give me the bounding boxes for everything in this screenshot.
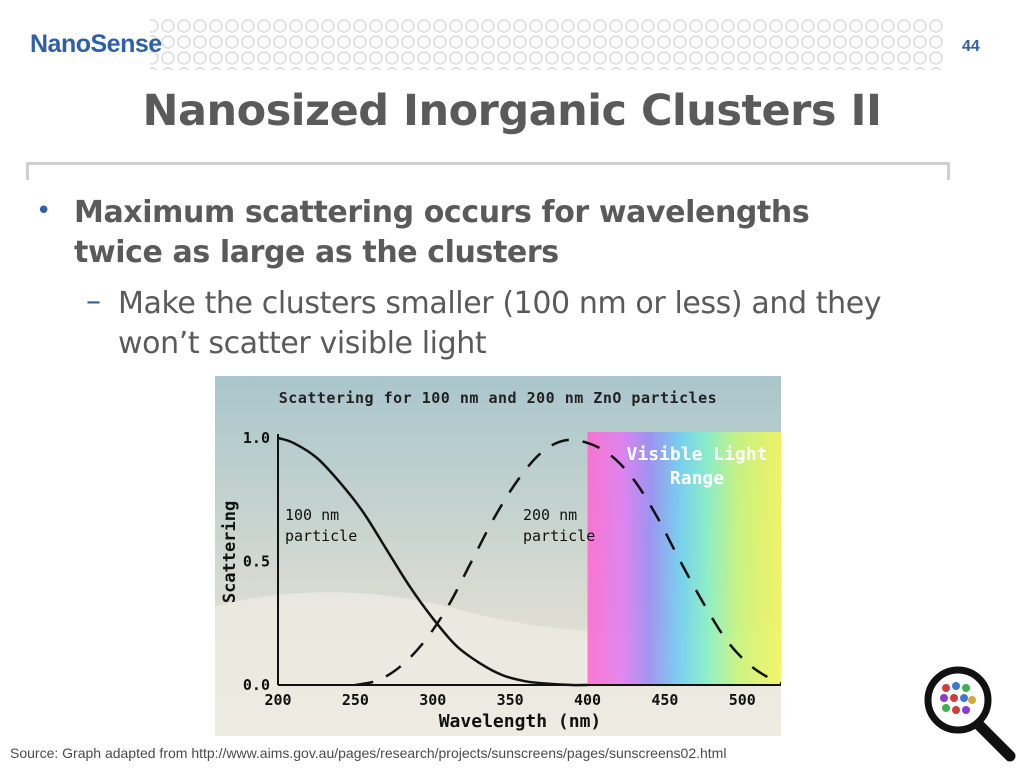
chart-title: Scattering for 100 nm and 200 nm ZnO par… (279, 389, 717, 407)
series-label-200nm-1: 200 nm (523, 506, 577, 524)
x-tick-label-250: 250 (342, 691, 369, 709)
x-tick-label-500: 500 (729, 691, 756, 709)
x-tick-label-450: 450 (651, 691, 678, 709)
x-tick-label-400: 400 (574, 691, 601, 709)
sub-bullet-text: Make the clusters smaller (100 nm or les… (118, 286, 882, 361)
title-divider (26, 162, 950, 180)
x-tick-label-300: 300 (419, 691, 446, 709)
nanosense-logo: NanoSense (30, 30, 162, 58)
visible-light-band (587, 432, 781, 685)
series-label-100nm-1: 100 nm (285, 506, 339, 524)
bullet-text: Maximum scattering occurs for wavelength… (74, 195, 810, 270)
slide-title: Nanosized Inorganic Clusters II (142, 86, 882, 136)
page-number: 44 (962, 38, 980, 55)
y-axis-label: Scattering (220, 501, 240, 603)
y-tick-label-1.0: 1.0 (243, 429, 270, 447)
series-label-200nm-2: particle (523, 527, 595, 545)
visible-light-label-1: Visible Light (627, 444, 768, 465)
magnifier-icon (924, 666, 1016, 762)
beach-shape (215, 592, 781, 736)
sub-bullet-dash: – (86, 284, 101, 319)
scattering-chart: Scattering for 100 nm and 200 nm ZnO par… (215, 376, 781, 736)
y-tick-label-0.0: 0.0 (243, 676, 270, 694)
y-tick-label-0.5: 0.5 (243, 553, 270, 571)
header-pattern (150, 18, 945, 70)
x-tick-label-200: 200 (264, 691, 291, 709)
source-citation: Source: Graph adapted from http://www.ai… (10, 745, 727, 761)
x-axis-label: Wavelength (nm) (439, 711, 602, 732)
x-tick-label-350: 350 (497, 691, 524, 709)
visible-light-label-2: Range (670, 468, 724, 489)
series-line-100nm (277, 436, 588, 687)
bullet-dot: • (36, 196, 52, 226)
series-label-100nm-2: particle (285, 527, 357, 545)
